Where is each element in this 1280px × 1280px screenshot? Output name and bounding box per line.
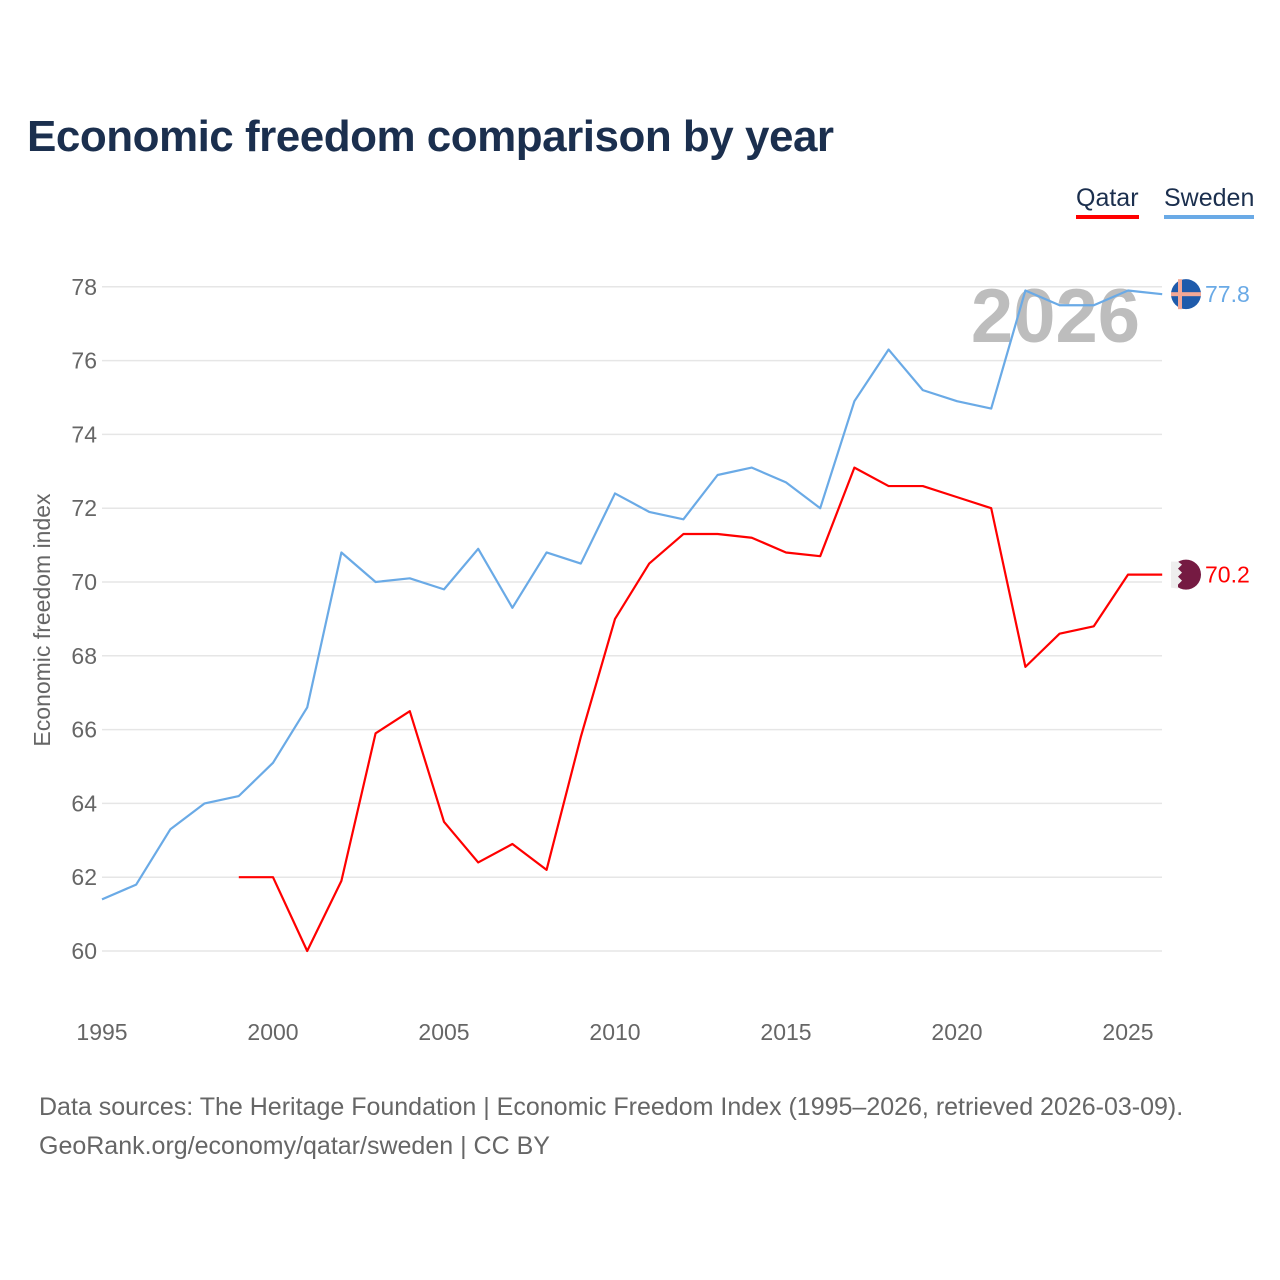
y-tick-label: 76 [71, 348, 97, 374]
flag-cross-h [1171, 292, 1201, 297]
y-tick-label: 60 [71, 938, 97, 964]
source-link[interactable]: GeoRank.org/economy/qatar/sweden | CC BY [39, 1132, 550, 1160]
year-watermark: 2026 [971, 274, 1140, 359]
x-tick-label: 2005 [418, 1019, 469, 1045]
flag-icon-qatar [1171, 559, 1201, 590]
x-tick-label: 2015 [760, 1019, 811, 1045]
series-line-qatar [238, 466, 1163, 953]
flag-icon-sweden [1171, 279, 1201, 310]
y-tick-label: 62 [71, 864, 97, 890]
y-tick-label: 64 [71, 790, 97, 816]
y-tick-label: 68 [71, 643, 97, 669]
y-tick-label: 72 [71, 495, 97, 521]
y-tick-label: 78 [71, 274, 97, 300]
y-tick-label: 74 [71, 421, 97, 447]
series-line-sweden [101, 289, 1163, 901]
y-tick-label: 66 [71, 717, 97, 743]
y-tick-label: 70 [71, 569, 97, 595]
data-source-text: Data sources: The Heritage Foundation | … [39, 1093, 1184, 1121]
chart-title: Economic freedom comparison by year [27, 112, 834, 161]
legend-qatar[interactable]: Qatar [1076, 184, 1139, 219]
legend-sweden[interactable]: Sweden [1164, 184, 1255, 219]
y-axis-label: Economic freedom index [29, 493, 55, 747]
end-value-label-qatar: 70.2 [1205, 562, 1250, 588]
x-tick-label: 1995 [76, 1019, 127, 1045]
footer: Data sources: The Heritage Foundation | … [39, 1088, 1183, 1166]
x-tick-label: 2010 [589, 1019, 640, 1045]
x-tick-label: 2020 [931, 1019, 982, 1045]
x-tick-label: 2000 [247, 1019, 298, 1045]
flag-white-band [1171, 561, 1182, 589]
x-tick-label: 2025 [1102, 1019, 1153, 1045]
end-value-label-sweden: 77.8 [1205, 281, 1250, 307]
